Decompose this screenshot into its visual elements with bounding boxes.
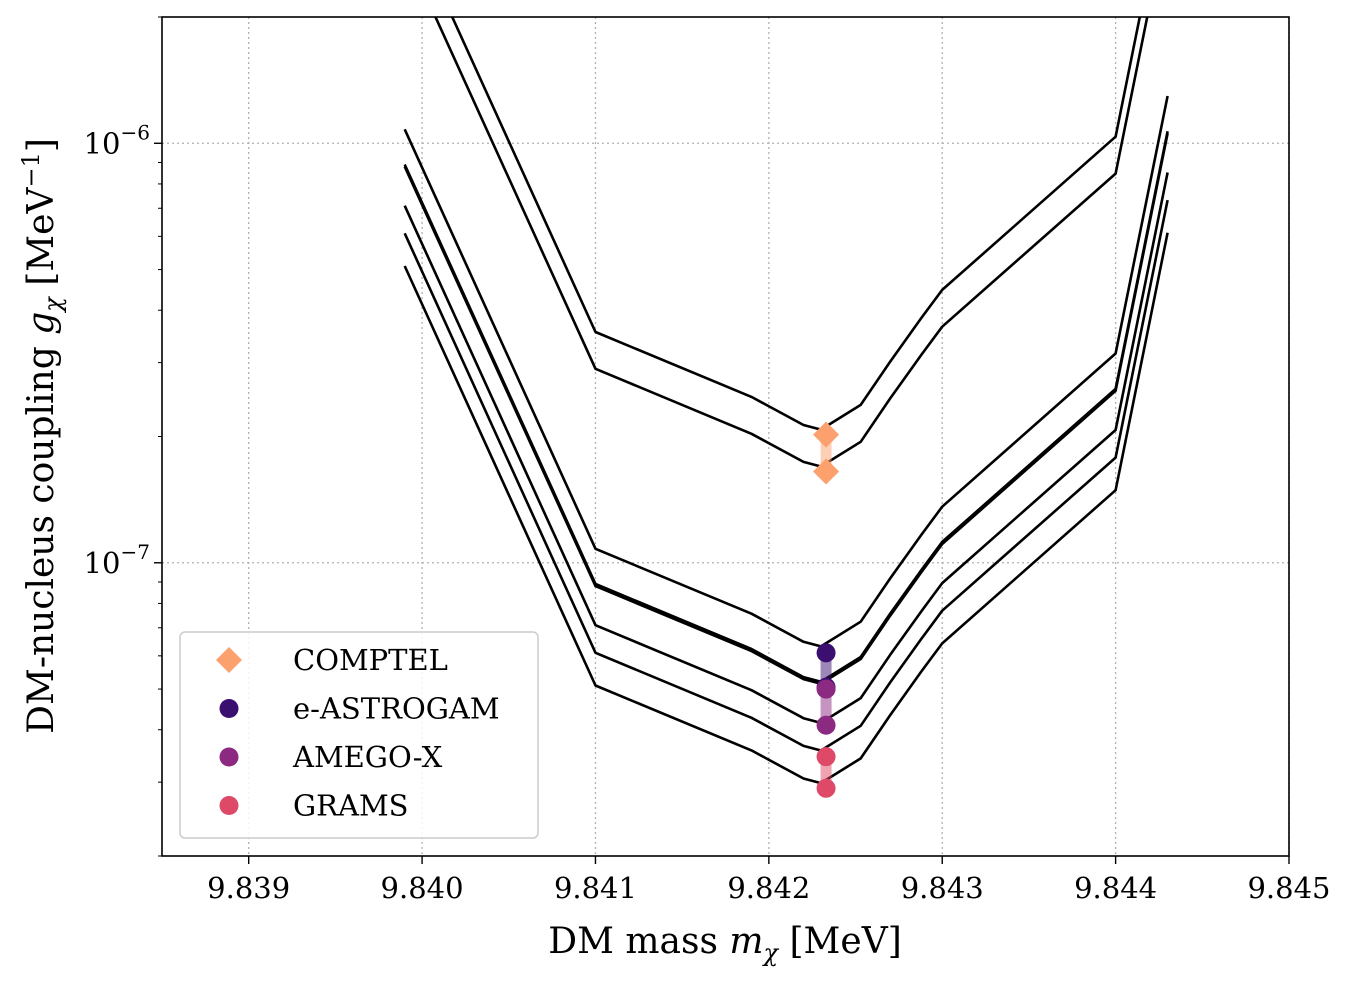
- x-axis: 9.839 9.840 9.841 9.842 9.843 9.844 9.845: [207, 856, 1331, 905]
- marker-diamond: [813, 458, 840, 485]
- x-tick-label: 9.845: [1247, 871, 1330, 905]
- x-axis-label: DM mass mχ [MeV]: [548, 921, 902, 967]
- marker-circle: [816, 747, 836, 767]
- legend-marker: [219, 796, 239, 815]
- legend-label: COMPTEL: [293, 643, 448, 677]
- marker-diamond: [813, 421, 840, 448]
- marker-circle: [816, 643, 836, 663]
- sensitivity-curve: [403, 172, 1169, 725]
- curves: [403, 17, 1169, 785]
- legend-label: AMEGO-X: [292, 740, 443, 774]
- x-tick-label: 9.841: [554, 871, 637, 905]
- sensitivity-curve: [403, 95, 1169, 648]
- x-tick-label: 9.839: [207, 871, 290, 905]
- legend: COMPTEL e-ASTROGAM AMEGO-X GRAMS: [179, 631, 539, 839]
- x-tick-label: 9.844: [1074, 871, 1157, 905]
- sensitivity-curve: [403, 133, 1169, 686]
- legend-marker: [219, 699, 239, 718]
- x-tick-label: 9.840: [381, 871, 464, 905]
- sensitivity-curve: [434, 17, 1149, 468]
- legend-marker: [216, 647, 242, 673]
- sensitivity-curve: [403, 199, 1169, 752]
- sensitivity-curve: [403, 232, 1169, 785]
- marker-circle: [816, 715, 836, 735]
- y-axis-label: DM-nucleus coupling gχ [MeV−1]: [17, 138, 67, 734]
- markers: [813, 421, 840, 798]
- x-tick-label: 9.842: [727, 871, 810, 905]
- y-tick-label: 10−7: [84, 540, 150, 580]
- x-tick-label: 9.843: [901, 871, 984, 905]
- legend-label: e-ASTROGAM: [293, 692, 500, 726]
- legend-marker: [219, 747, 239, 767]
- legend-label: GRAMS: [293, 789, 409, 823]
- y-axis: 10−6 10−7: [84, 16, 162, 857]
- marker-circle: [816, 778, 836, 798]
- marker-circle: [816, 679, 836, 699]
- sensitivity-curve: [450, 17, 1142, 431]
- legend-box: [179, 631, 539, 839]
- y-tick-label: 10−6: [84, 120, 150, 160]
